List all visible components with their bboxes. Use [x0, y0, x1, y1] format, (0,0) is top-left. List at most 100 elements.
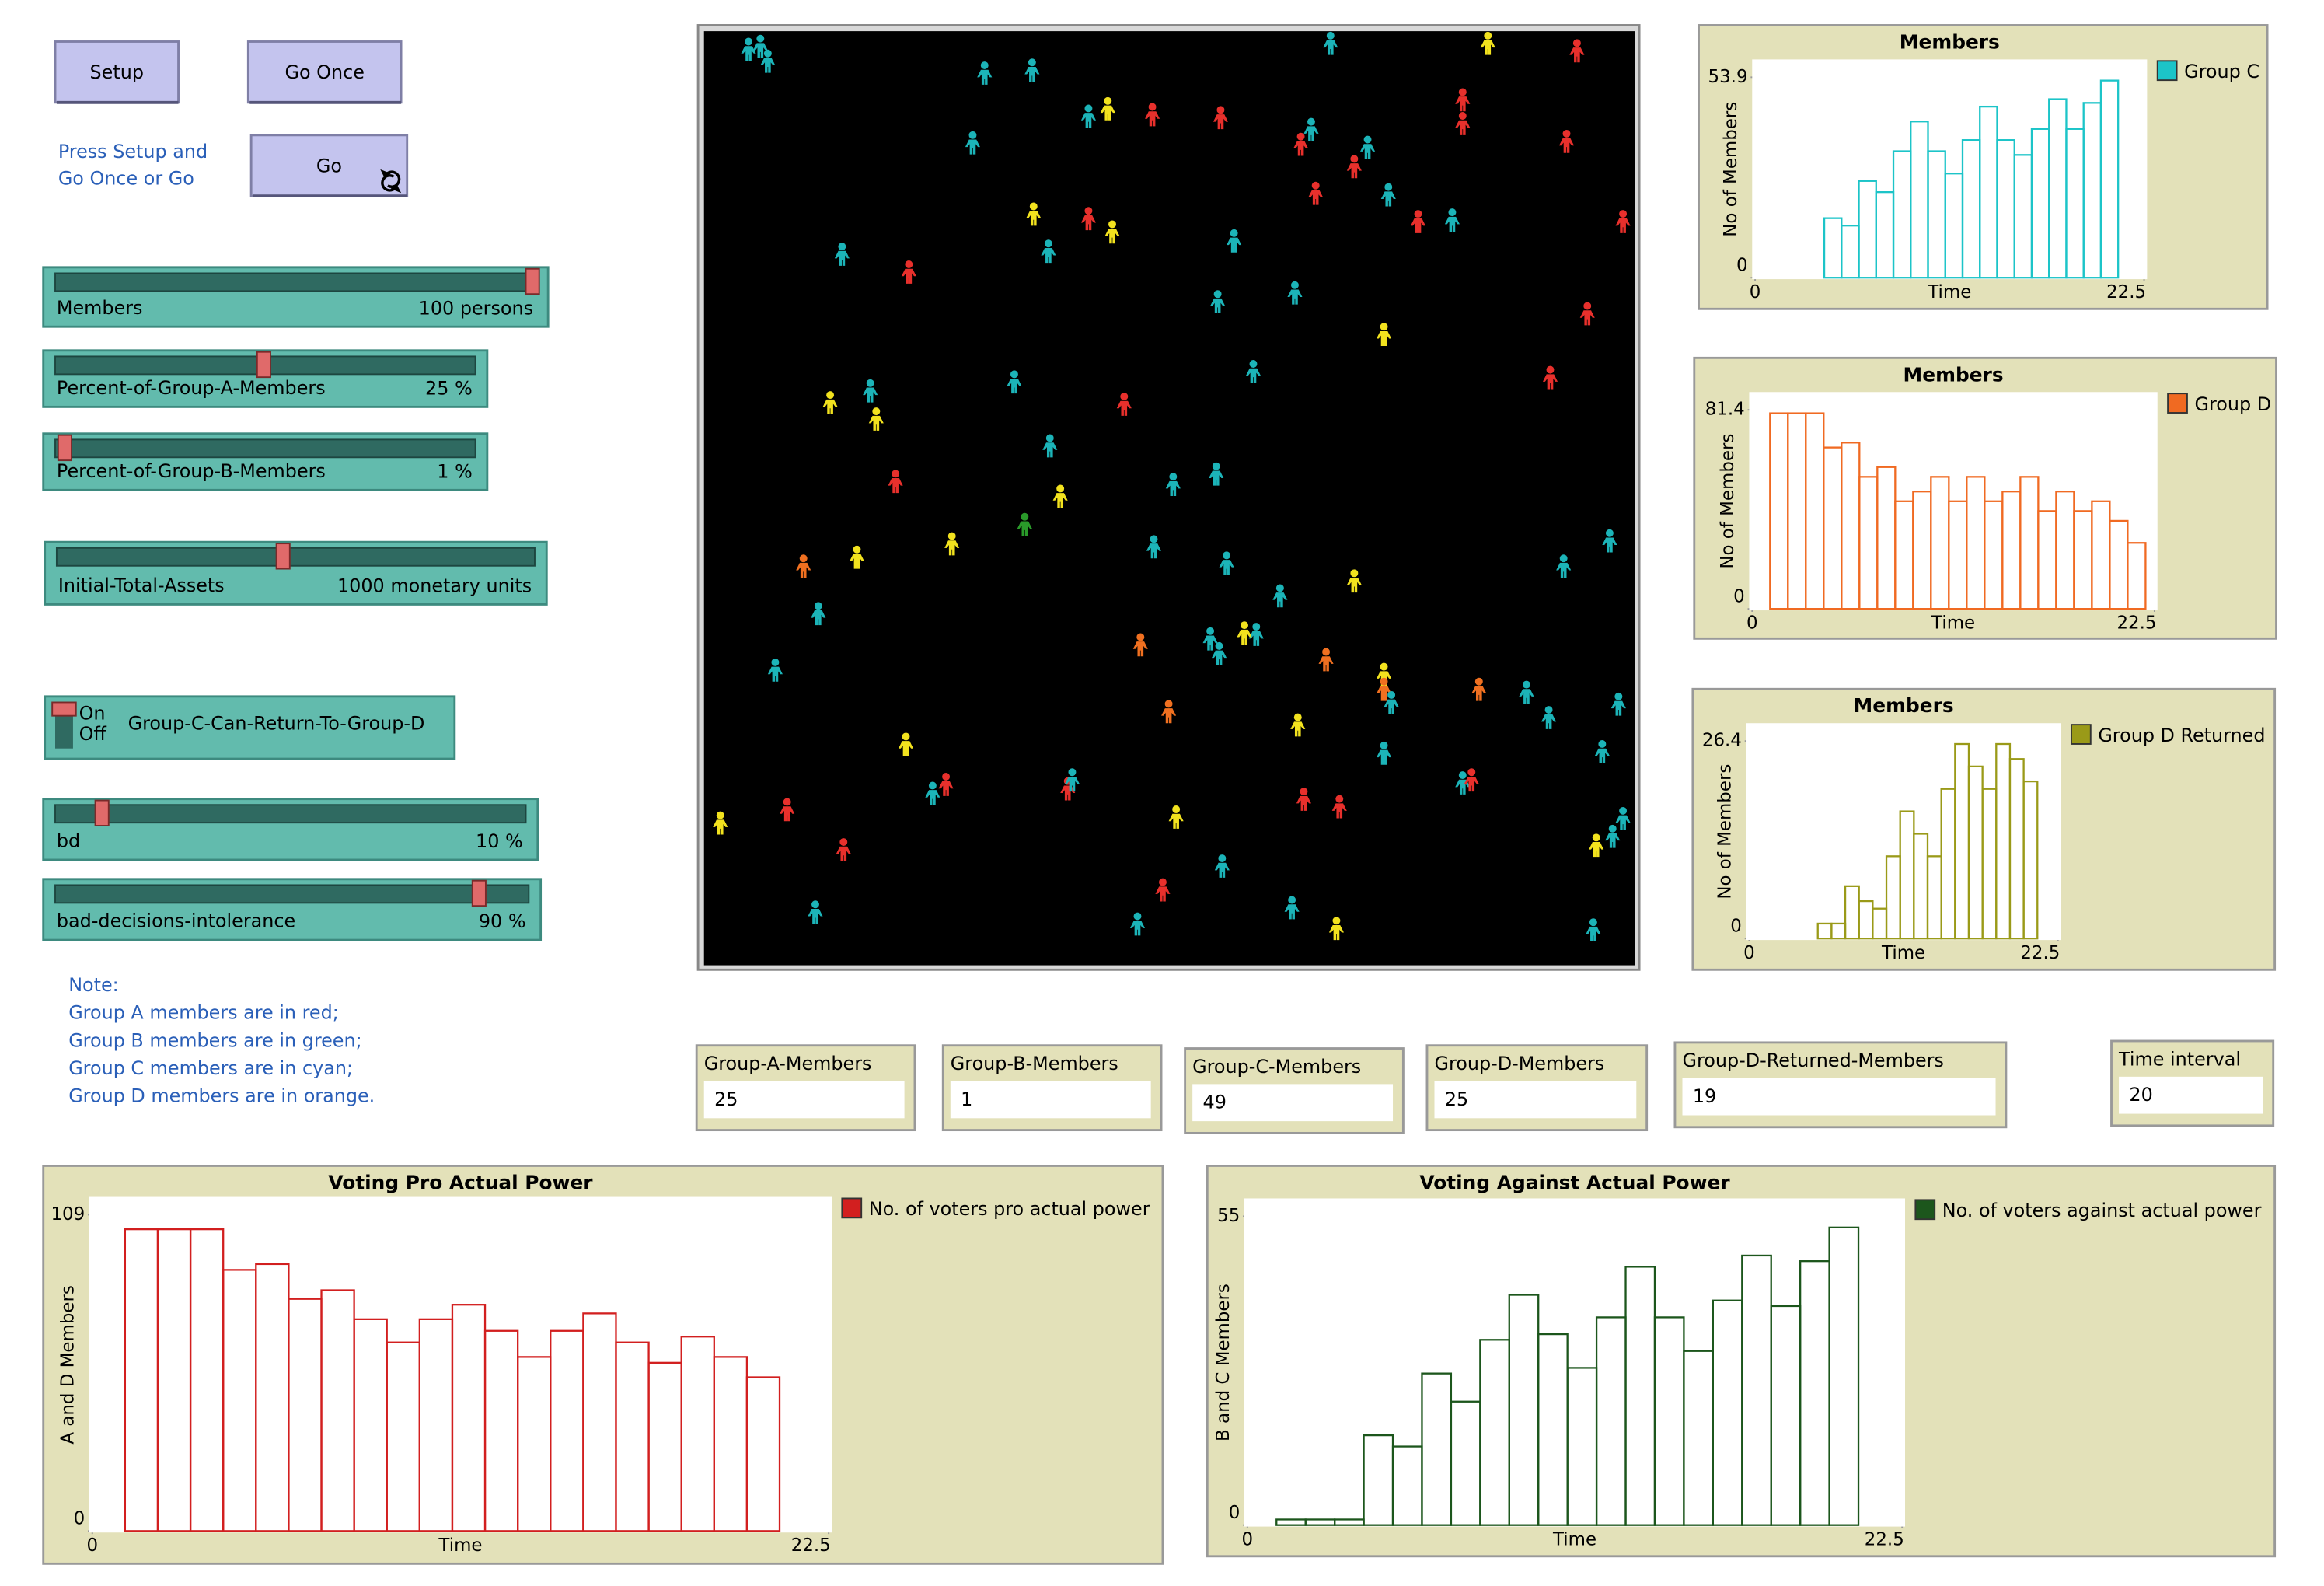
slider-handle	[471, 879, 487, 907]
agent	[938, 773, 954, 796]
agent-head	[1218, 854, 1227, 863]
agent-body	[1161, 708, 1177, 724]
monitor-value: 20	[2129, 1084, 2152, 1106]
plot-area	[1752, 59, 2148, 280]
agent-head	[866, 379, 874, 387]
agent-head	[1296, 132, 1305, 141]
plot-title: Members	[1904, 363, 2004, 386]
agent-body	[1384, 699, 1399, 714]
agent-head	[1084, 207, 1093, 215]
agent	[1116, 393, 1132, 416]
slider[interactable]: bd 10%	[42, 798, 539, 861]
agent-head	[1133, 912, 1142, 921]
slider-handle	[57, 434, 72, 462]
agent-body	[1210, 298, 1226, 314]
agent-head	[1056, 484, 1065, 493]
agent	[1541, 706, 1557, 729]
button[interactable]: Go Once	[246, 40, 403, 104]
agent	[811, 602, 826, 626]
agent-head	[1387, 690, 1396, 699]
agent	[796, 554, 811, 578]
agent	[925, 781, 940, 805]
agent	[1542, 365, 1558, 390]
agent-body	[938, 781, 954, 796]
y-tick-label: 0	[1229, 1503, 1241, 1523]
agent-head	[1010, 370, 1018, 379]
agent	[713, 811, 728, 835]
agent	[1213, 106, 1228, 130]
slider-label: bad-decisions-intolerance	[57, 910, 295, 932]
agent	[1146, 535, 1162, 559]
agent-body	[1024, 66, 1040, 82]
agent-body	[1586, 926, 1601, 942]
monitor-field	[1682, 1078, 1996, 1116]
slider[interactable]: Percent-of-Group-B-Members 1%	[42, 432, 489, 491]
button[interactable]: Setup	[54, 40, 180, 104]
agent	[849, 545, 865, 569]
note-line: Group A members are in red;	[68, 1002, 339, 1024]
agent-head	[1326, 31, 1335, 40]
agent-head	[942, 773, 951, 781]
agent	[1308, 181, 1324, 205]
monitor-label: Group-D-Members	[1435, 1053, 1605, 1074]
agent-head	[1614, 692, 1623, 700]
agent-head	[1380, 323, 1388, 331]
agent-body	[1272, 592, 1288, 608]
agent	[1165, 473, 1181, 496]
monitor-label: Group-D-Returned-Members	[1682, 1050, 1943, 1071]
slider[interactable]: Initial-Total-Assets 1000 monetary units	[44, 540, 548, 606]
agent	[1410, 210, 1426, 233]
y-tick-label: 0	[1733, 586, 1745, 606]
monitor: Group-C-Members 49	[1184, 1047, 1405, 1134]
agent-body	[1080, 113, 1096, 128]
slider-units: %	[455, 377, 473, 399]
agent-body	[1290, 721, 1306, 737]
button[interactable]: Go	[249, 134, 409, 198]
agent	[1610, 692, 1626, 716]
agent-body	[1610, 700, 1626, 716]
slider[interactable]: Members 100 persons	[42, 266, 550, 328]
agent	[1272, 584, 1288, 608]
setup-note-line: Press Setup and	[58, 141, 208, 162]
agent	[1569, 39, 1585, 63]
slider[interactable]: Percent-of-Group-A-Members 25%	[42, 349, 489, 408]
agent-body	[1455, 120, 1471, 135]
agent	[1377, 323, 1392, 347]
agent-head	[1300, 788, 1308, 796]
legend-swatch	[841, 1197, 863, 1219]
agent-body	[1042, 442, 1058, 458]
switch-body	[44, 695, 456, 760]
agent	[1290, 713, 1306, 737]
slider-label: Members	[57, 297, 143, 319]
agent-head	[1104, 96, 1112, 105]
agent-body	[767, 666, 783, 682]
agent-head	[756, 34, 765, 43]
monitor: Group-A-Members 25	[695, 1044, 916, 1132]
y-axis-label: No of Members	[1715, 764, 1735, 900]
switch-label: Group-C-Can-Return-To-Group-D	[128, 713, 425, 735]
agent-body	[1116, 400, 1132, 416]
agent-body	[1296, 795, 1311, 811]
agent	[1377, 677, 1392, 701]
agent	[1284, 896, 1300, 920]
agent-body	[1519, 689, 1534, 704]
agent	[1328, 917, 1344, 941]
agent	[1519, 680, 1534, 704]
agent-body	[1556, 562, 1572, 578]
agent-body	[1308, 190, 1324, 205]
monitor: Group-D-Members 25	[1425, 1044, 1649, 1132]
agent-head	[1619, 210, 1628, 218]
slider[interactable]: bad-decisions-intolerance 90%	[42, 878, 543, 941]
agent	[901, 260, 916, 284]
agent-body	[1444, 216, 1460, 232]
monitor-value: 49	[1203, 1092, 1227, 1113]
bar	[2127, 542, 2147, 610]
agent-head	[716, 811, 724, 819]
slider-number: 10	[476, 830, 499, 852]
agent-head	[1380, 677, 1388, 686]
agent-head	[1522, 680, 1530, 689]
agent	[1455, 88, 1471, 112]
agent-head	[892, 470, 900, 478]
